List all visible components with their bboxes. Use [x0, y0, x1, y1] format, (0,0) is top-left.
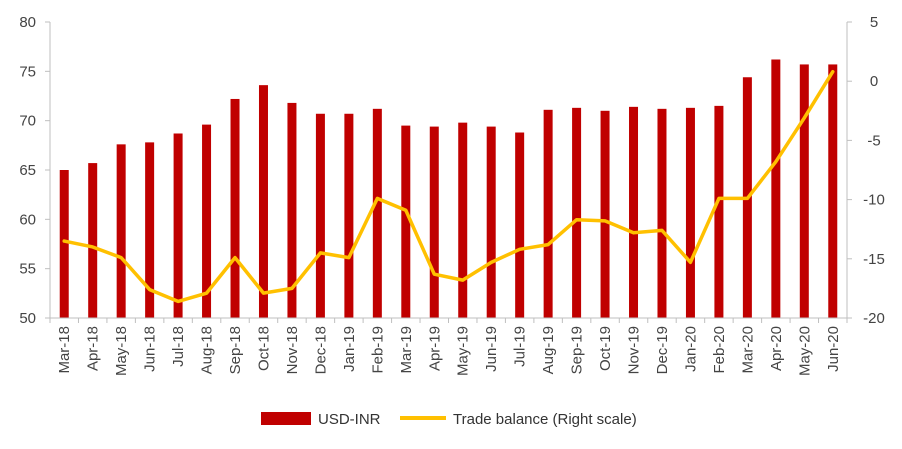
x-tick-label: Jun-18 — [142, 326, 159, 372]
x-tick-label: Aug-19 — [540, 326, 557, 374]
bar-feb-19 — [372, 108, 382, 318]
bar-oct-18 — [258, 85, 268, 319]
bar-may-18 — [116, 144, 126, 318]
x-tick-label: Nov-18 — [284, 326, 301, 374]
left-tick-label: 75 — [19, 63, 36, 80]
x-tick-label: Dec-18 — [312, 326, 329, 374]
x-tick-label: Feb-20 — [711, 326, 728, 374]
x-tick-label: Jul-19 — [512, 326, 529, 367]
legend-label-trade-balance: Trade balance (Right scale) — [453, 411, 637, 428]
bar-apr-20 — [771, 59, 781, 319]
right-tick-label: -10 — [863, 192, 885, 209]
bar-jan-19 — [344, 113, 354, 318]
x-tick-label: Sep-19 — [569, 326, 586, 374]
bar-jan-20 — [685, 107, 695, 318]
right-tick-label: 5 — [870, 14, 878, 31]
left-tick-label: 70 — [19, 113, 36, 130]
legend-label-usd-inr: USD-INR — [318, 411, 381, 428]
bar-feb-20 — [714, 105, 724, 319]
bar-jun-20 — [828, 64, 838, 319]
x-tick-label: Jan-20 — [682, 326, 699, 372]
bar-mar-19 — [401, 125, 411, 318]
x-tick-label: Sep-18 — [227, 326, 244, 374]
legend-swatch-usd-inr — [261, 412, 311, 425]
bar-sep-19 — [572, 107, 582, 318]
bar-aug-18 — [202, 124, 212, 318]
right-axis-ticks: -20 -15 -10 -5 0 5 — [863, 14, 885, 327]
x-tick-label: Nov-19 — [626, 326, 643, 374]
bar-may-19 — [458, 122, 468, 318]
x-tick-label: Aug-18 — [199, 326, 216, 374]
bar-dec-18 — [315, 113, 325, 318]
bar-dec-19 — [657, 108, 667, 318]
bar-apr-19 — [429, 126, 439, 318]
x-tick-label: Oct-18 — [255, 326, 272, 371]
right-tick-label: 0 — [870, 73, 878, 90]
left-tick-label: 50 — [19, 310, 36, 327]
x-tick-label: Jun-20 — [825, 326, 842, 372]
trade-balance-line — [62, 69, 835, 304]
x-tick-label: Apr-19 — [426, 326, 443, 371]
bar-jul-19 — [515, 132, 525, 318]
x-tick-label: Jun-19 — [483, 326, 500, 372]
bar-oct-19 — [600, 110, 610, 318]
x-tick-label: May-19 — [455, 326, 472, 376]
left-tick-label: 65 — [19, 162, 36, 179]
bar-nov-19 — [629, 106, 639, 318]
right-tick-label: -15 — [863, 251, 885, 268]
x-tick-label: Apr-18 — [85, 326, 102, 371]
left-tick-label: 55 — [19, 261, 36, 278]
bar-jun-18 — [145, 142, 155, 318]
x-tick-label: Jul-18 — [170, 326, 187, 367]
left-tick-label: 80 — [19, 14, 36, 31]
x-tick-label: Feb-19 — [369, 326, 386, 374]
bar-jul-18 — [173, 133, 183, 318]
x-tick-label: May-20 — [796, 326, 813, 376]
x-tick-label: Jan-19 — [341, 326, 358, 372]
bar-apr-18 — [88, 163, 98, 318]
legend: USD-INR Trade balance (Right scale) — [261, 411, 637, 428]
bar-jun-19 — [486, 126, 496, 318]
bar-may-20 — [799, 64, 809, 319]
x-tick-label: Mar-18 — [56, 326, 73, 374]
axes-group — [45, 21, 852, 323]
x-tick-label: Mar-20 — [739, 326, 756, 374]
x-tick-label: Oct-19 — [597, 326, 614, 371]
bars-group — [59, 59, 838, 319]
bar-nov-18 — [287, 102, 297, 318]
x-tick-label: Dec-19 — [654, 326, 671, 374]
right-tick-label: -20 — [863, 310, 885, 327]
x-tick-label: Mar-19 — [398, 326, 415, 374]
left-axis-ticks: 50 55 60 65 70 75 80 — [19, 14, 36, 327]
x-axis-ticks: Mar-18 Apr-18 May-18 Jun-18 Jul-18 Aug-18 Sep-… — [56, 326, 842, 376]
right-tick-label: -5 — [867, 132, 880, 149]
bar-sep-18 — [230, 98, 240, 319]
bar-mar-18 — [59, 170, 69, 318]
x-tick-label: May-18 — [113, 326, 130, 376]
line-group — [62, 69, 835, 304]
left-tick-label: 60 — [19, 211, 36, 228]
x-tick-label: Apr-20 — [768, 326, 785, 371]
bar-aug-19 — [543, 109, 553, 318]
